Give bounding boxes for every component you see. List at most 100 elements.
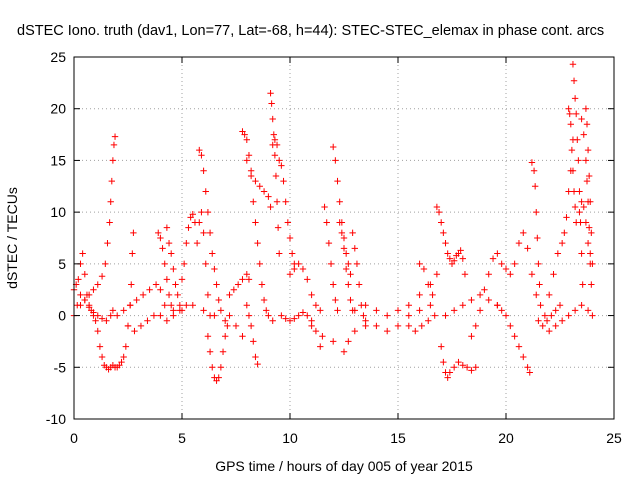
data-point (222, 333, 229, 340)
data-point (535, 260, 542, 268)
data-point (384, 327, 391, 335)
data-point (252, 353, 259, 361)
data-point (150, 312, 158, 319)
data-point (256, 183, 263, 190)
data-point (254, 239, 261, 247)
data-point (286, 271, 294, 278)
data-point (226, 312, 233, 319)
data-point (546, 291, 553, 299)
data-point (284, 219, 292, 226)
data-point (317, 343, 324, 350)
data-point (202, 188, 209, 195)
x-tick-label: 10 (282, 430, 298, 446)
data-point (211, 312, 218, 319)
data-point (204, 333, 212, 340)
data-point (446, 369, 454, 376)
data-point (247, 167, 255, 174)
data-point (234, 281, 242, 288)
data-point (209, 250, 216, 257)
data-point (260, 188, 268, 195)
data-point (502, 312, 510, 319)
data-point (440, 229, 447, 237)
x-tick-label: 25 (606, 430, 622, 446)
data-point (286, 317, 294, 324)
data-point (168, 250, 175, 257)
data-point (247, 322, 255, 330)
data-point (565, 312, 572, 319)
data-point (531, 183, 539, 190)
data-point (243, 271, 250, 278)
data-point (200, 167, 207, 174)
data-point (204, 291, 212, 299)
data-point (230, 286, 238, 293)
data-point (161, 260, 168, 268)
data-point (342, 265, 350, 273)
data-point (578, 302, 585, 309)
data-point (580, 203, 587, 211)
data-point (373, 322, 380, 330)
data-point (209, 364, 216, 371)
data-point (556, 302, 564, 309)
data-point (193, 239, 201, 247)
data-point (276, 250, 283, 257)
data-point (345, 260, 352, 268)
data-point (258, 281, 266, 288)
data-point (274, 224, 282, 231)
data-point (327, 260, 335, 268)
data-point (130, 229, 137, 237)
data-point (168, 302, 175, 309)
data-point (174, 291, 181, 299)
data-point (94, 327, 101, 335)
data-point (537, 302, 544, 309)
data-point (384, 312, 391, 319)
data-point (124, 322, 132, 330)
data-point (450, 257, 458, 264)
data-point (152, 281, 160, 288)
data-point (584, 239, 592, 247)
data-point (507, 322, 514, 330)
data-point (588, 281, 595, 288)
data-point (79, 250, 86, 257)
data-point (107, 312, 114, 319)
data-point (126, 302, 134, 309)
data-point (444, 250, 451, 257)
data-point (533, 291, 540, 299)
data-point (442, 312, 449, 319)
data-point (340, 245, 348, 252)
y-tick-label: 0 (58, 308, 66, 324)
data-point (405, 312, 412, 319)
data-point (267, 90, 274, 97)
data-point (536, 281, 543, 288)
data-point (435, 208, 443, 216)
data-point (137, 322, 145, 330)
data-point (178, 307, 186, 314)
data-point (291, 265, 298, 273)
data-point (498, 307, 505, 314)
data-point (245, 312, 253, 319)
data-point (468, 296, 475, 304)
data-point (563, 214, 570, 221)
data-point (336, 198, 343, 205)
data-point (425, 281, 432, 288)
data-point (433, 203, 441, 211)
data-point (585, 224, 593, 231)
data-point (347, 271, 354, 278)
data-point (336, 219, 343, 226)
data-point (217, 364, 225, 371)
data-point (567, 121, 574, 128)
data-point (98, 353, 106, 361)
data-point (476, 291, 484, 299)
data-point (489, 255, 497, 262)
data-point (520, 229, 527, 237)
data-point (515, 343, 523, 350)
data-point (405, 302, 412, 309)
data-point (106, 219, 113, 226)
data-point (295, 260, 302, 268)
data-point (308, 291, 315, 299)
data-point (118, 358, 125, 366)
data-point (498, 260, 505, 268)
x-tick-label: 5 (178, 430, 186, 446)
data-point (526, 369, 533, 376)
data-point (446, 255, 454, 262)
data-point (183, 302, 190, 309)
